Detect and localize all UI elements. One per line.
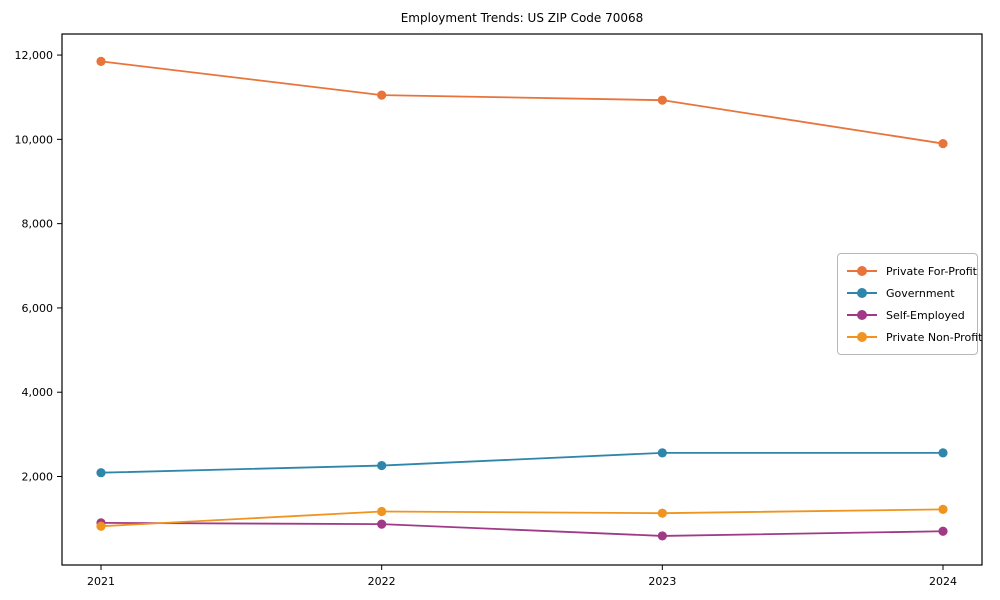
data-point-private-non-profit: [657, 508, 667, 518]
x-tick-label: 2021: [87, 575, 115, 588]
legend-item-self-employed: Self-Employed: [847, 304, 971, 326]
data-point-private-for-profit: [96, 56, 106, 66]
series-line-private-non-profit: [100, 508, 944, 528]
data-point-government: [938, 448, 948, 458]
data-point-private-for-profit: [657, 95, 667, 105]
series-line-self-employed: [100, 521, 944, 537]
legend-box: Private For-Profit Government Self-Emplo…: [837, 253, 982, 355]
y-tick-label: 2,000: [22, 471, 54, 484]
data-point-self-employed: [938, 526, 948, 536]
data-point-private-for-profit: [377, 90, 387, 100]
legend-marker-icon: [847, 266, 877, 276]
data-point-private-non-profit: [938, 504, 948, 514]
y-tick-label: 10,000: [15, 133, 54, 146]
series-line-private-for-profit: [100, 60, 944, 145]
x-tick-label: 2022: [368, 575, 396, 588]
data-point-private-non-profit: [96, 521, 106, 531]
data-point-self-employed: [377, 519, 387, 529]
legend-label: Self-Employed: [886, 308, 965, 322]
legend-item-government: Government: [847, 282, 971, 304]
y-tick-label: 8,000: [22, 218, 54, 231]
y-tick-label: 4,000: [22, 386, 54, 399]
data-point-private-for-profit: [938, 138, 948, 149]
data-point-private-non-profit: [377, 506, 387, 517]
y-tick-label: 12,000: [15, 49, 54, 62]
x-tick-label: 2024: [929, 575, 957, 588]
legend-label: Government: [886, 286, 955, 300]
series-line-government: [100, 451, 943, 474]
x-tick-label: 2023: [648, 575, 676, 588]
data-point-self-employed: [657, 531, 667, 541]
legend-item-private-for-profit: Private For-Profit: [847, 260, 977, 282]
y-tick-label: 6,000: [22, 302, 54, 315]
legend-item-private-non-profit: Private Non-Profit: [847, 326, 982, 348]
plot-frame: [61, 33, 983, 566]
data-point-government: [96, 468, 106, 478]
data-point-government: [377, 460, 387, 471]
legend-marker-icon: [847, 288, 877, 298]
legend-marker-icon: [847, 332, 877, 342]
chart-title: Employment Trends: US ZIP Code 70068: [400, 11, 644, 25]
data-point-government: [657, 448, 667, 458]
legend-label: Private For-Profit: [886, 264, 977, 278]
legend-marker-icon: [847, 310, 877, 320]
legend-label: Private Non-Profit: [886, 330, 983, 344]
